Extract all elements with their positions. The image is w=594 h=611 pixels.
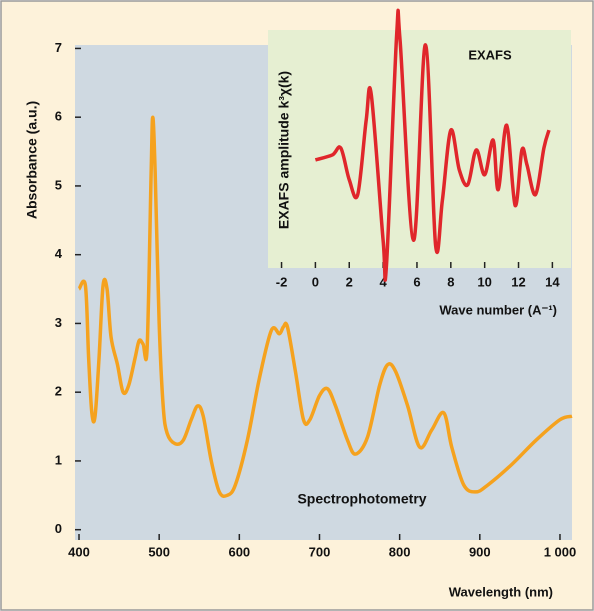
x-tick-label: 700: [309, 544, 331, 559]
y-tick-label: 0: [55, 521, 62, 536]
x-tick-label: 12: [511, 274, 525, 289]
x-tick-label: 800: [389, 544, 411, 559]
chart-title: EXAFS: [468, 47, 512, 62]
x-tick-label: 4: [379, 274, 387, 289]
data-line: [314, 8, 551, 282]
y-tick-label: 1: [55, 452, 62, 467]
x-tick-label: 1 000: [544, 544, 577, 559]
x-tick-label: 0: [312, 274, 319, 289]
y-tick-label: 6: [55, 109, 62, 124]
y-tick-label: 3: [55, 315, 62, 330]
x-tick-label: 6: [413, 274, 420, 289]
y-axis-label: Absorbance (a.u.): [24, 101, 40, 219]
y-axis-label: EXAFS amplitude k³χ(k): [276, 71, 292, 229]
y-tick-label: 5: [55, 177, 62, 192]
x-tick-label: 500: [148, 544, 170, 559]
x-tick-label: 14: [545, 274, 560, 289]
x-tick-label: -2: [276, 274, 288, 289]
x-tick-label: 600: [228, 544, 250, 559]
x-axis-label: Wave number (A⁻¹): [439, 302, 557, 317]
x-tick-label: 10: [477, 274, 491, 289]
y-tick-label: 2: [55, 384, 62, 399]
x-tick-label: 8: [447, 274, 454, 289]
data-line: [77, 115, 573, 498]
annotation: Spectrophotometry: [297, 491, 426, 507]
x-tick-label: 400: [68, 544, 90, 559]
x-axis-label: Wavelength (nm): [449, 584, 553, 599]
y-tick-label: 7: [55, 40, 62, 55]
y-tick-label: 4: [55, 246, 63, 261]
x-tick-label: 2: [346, 274, 353, 289]
x-tick-label: 900: [469, 544, 491, 559]
